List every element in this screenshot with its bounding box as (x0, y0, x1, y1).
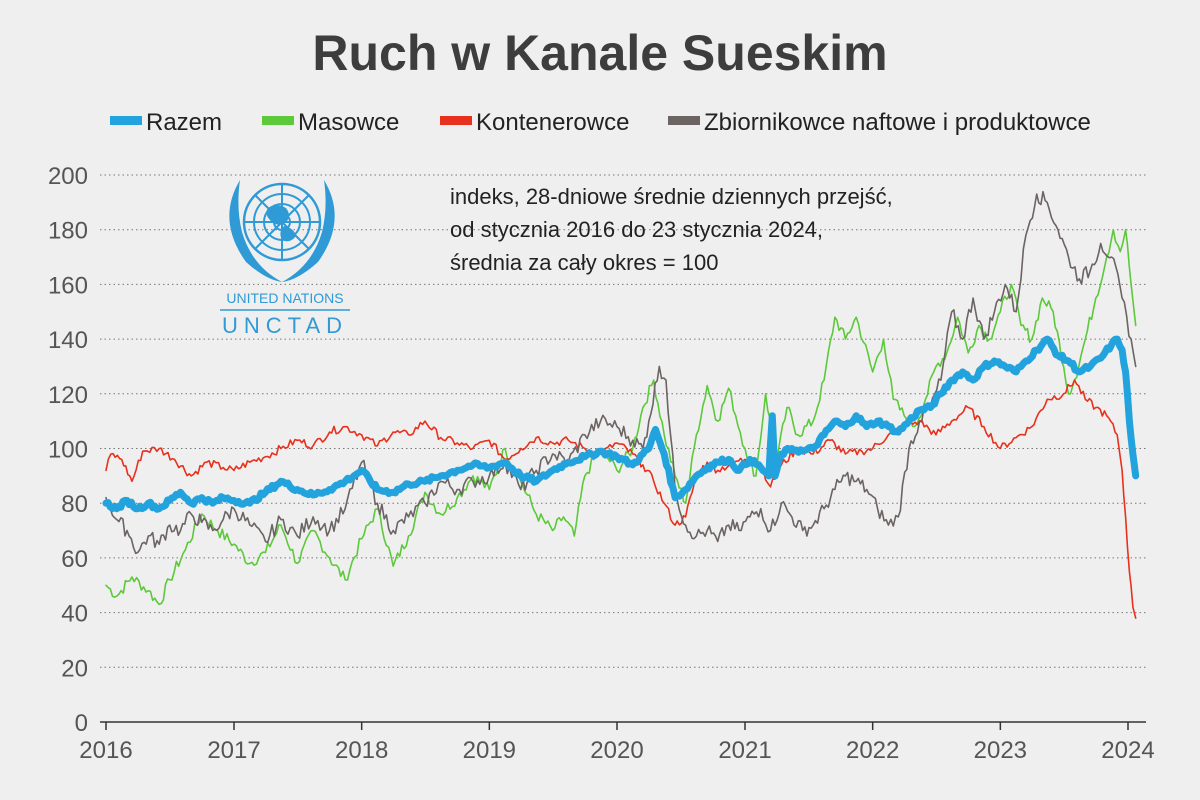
chart-annotation: indeks, 28-dniowe średnie dziennych prze… (450, 184, 893, 275)
legend-item: Kontenerowce (440, 109, 629, 136)
x-tick-label: 2024 (1101, 737, 1154, 764)
unctad-logo: UNITED NATIONS UNCTAD (220, 180, 350, 338)
legend-swatch (668, 116, 700, 125)
y-tick-label: 140 (48, 327, 88, 354)
series-line-masowce (105, 228, 1137, 606)
x-tick-label: 2020 (590, 737, 643, 764)
legend-item: Masowce (262, 109, 399, 136)
y-tick-label: 200 (48, 163, 88, 190)
grid (100, 174, 1146, 668)
y-tick-label: 80 (61, 491, 88, 518)
legend: Razem Masowce Kontenerowce Zbiornikowce naf… (110, 109, 1091, 136)
series-line-zbiornikowce (105, 190, 1137, 555)
y-tick-label: 20 (61, 655, 88, 682)
y-tick-label: 60 (61, 546, 88, 573)
y-tick-label: 160 (48, 272, 88, 299)
legend-item: Zbiornikowce naftowe i produktowce (668, 109, 1091, 136)
annotation-line: indeks, 28-dniowe średnie dziennych prze… (450, 184, 893, 209)
chart-title: Ruch w Kanale Sueskim (312, 25, 887, 81)
legend-swatch (440, 116, 472, 125)
x-tick-label: 2021 (718, 737, 771, 764)
x-tick-label: 2022 (846, 737, 899, 764)
legend-label: Zbiornikowce naftowe i produktowce (704, 109, 1091, 136)
annotation-line: średnia za cały okres = 100 (450, 250, 718, 275)
un-emblem-icon (229, 180, 335, 282)
legend-swatch (110, 116, 142, 125)
y-axis: 0 20 40 60 80 100 120 140 160 180 200 (48, 163, 88, 737)
legend-label: Kontenerowce (476, 109, 629, 136)
legend-label: Razem (146, 109, 222, 136)
x-tick-label: 2017 (207, 737, 260, 764)
series-line-razem (102, 335, 1140, 513)
y-tick-label: 40 (61, 601, 88, 628)
legend-swatch (262, 116, 294, 125)
logo-text-united-nations: UNITED NATIONS (226, 290, 343, 306)
x-tick-label: 2019 (463, 737, 516, 764)
y-tick-label: 120 (48, 382, 88, 409)
x-axis: 2016 2017 2018 2019 2020 2021 2022 2023 2024 (79, 722, 1155, 764)
y-tick-label: 0 (75, 710, 88, 737)
x-tick-label: 2023 (974, 737, 1027, 764)
x-tick-label: 2018 (335, 737, 388, 764)
annotation-line: od stycznia 2016 do 23 stycznia 2024, (450, 217, 823, 242)
series-line-kontenerowce (105, 379, 1137, 619)
x-tick-label: 2016 (79, 737, 132, 764)
logo-text-unctad: UNCTAD (222, 313, 348, 338)
legend-item: Razem (110, 109, 222, 136)
legend-label: Masowce (298, 109, 399, 136)
y-tick-label: 100 (48, 437, 88, 464)
y-tick-label: 180 (48, 218, 88, 245)
plot-area (102, 190, 1140, 619)
